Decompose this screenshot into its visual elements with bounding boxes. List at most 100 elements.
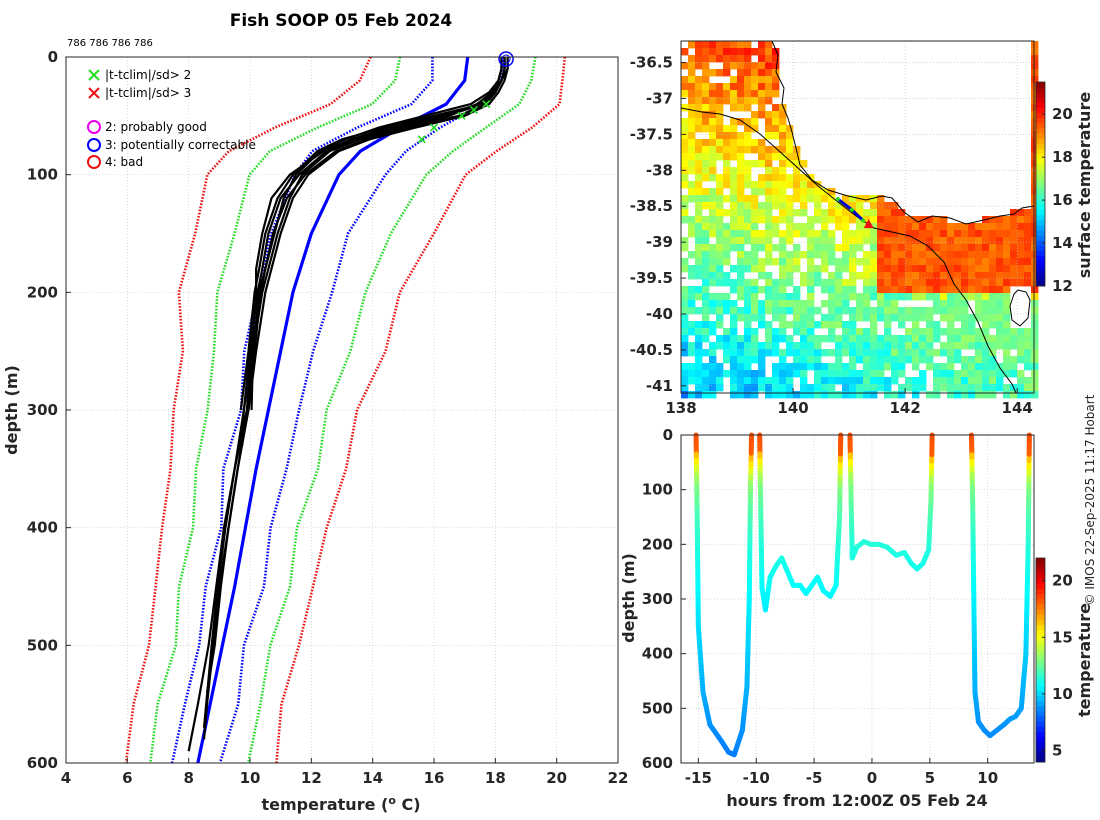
sst-cell — [877, 342, 885, 350]
sst-cell — [1003, 314, 1011, 322]
map-colorbar-band — [1036, 260, 1045, 267]
x-tick-label: 18 — [485, 769, 506, 787]
sst-cell — [744, 195, 752, 203]
x-tick-label: 4 — [61, 769, 71, 787]
sst-cell — [975, 293, 983, 301]
sst-cell — [982, 293, 990, 301]
sst-cell — [814, 342, 822, 350]
sst-cell — [1031, 62, 1039, 70]
sst-cell — [688, 125, 696, 133]
sst-cell — [1010, 223, 1018, 231]
sst-cell — [828, 384, 836, 392]
map-colorbar-band — [1036, 107, 1045, 114]
sst-cell — [814, 356, 822, 364]
dt-colorbar-band — [1036, 598, 1045, 605]
sst-cell — [891, 307, 899, 315]
sst-cell — [765, 391, 773, 399]
sst-cell — [877, 223, 885, 231]
sst-cell — [842, 230, 850, 238]
sst-cell — [835, 300, 843, 308]
sst-cell — [891, 286, 899, 294]
sst-cell — [765, 195, 773, 203]
sst-cell — [905, 356, 913, 364]
sst-cell — [730, 286, 738, 294]
sst-cell — [1024, 258, 1032, 266]
sst-cell — [807, 279, 815, 287]
sst-cell — [772, 153, 780, 161]
sst-cell — [779, 139, 787, 147]
clim-plus-3sd — [275, 56, 567, 764]
sst-cell — [905, 342, 913, 350]
sst-cell — [870, 237, 878, 245]
dt-colorbar-band — [1036, 583, 1045, 590]
sst-cell — [989, 223, 997, 231]
sst-cell — [982, 356, 990, 364]
sst-cell — [856, 272, 864, 280]
sst-cell — [723, 90, 731, 98]
sst-cell — [737, 356, 745, 364]
dt-x-tick-label: -15 — [685, 769, 712, 787]
sst-cell — [856, 209, 864, 217]
sst-cell — [737, 153, 745, 161]
dt-colorbar-band — [1036, 573, 1045, 579]
sst-cell — [849, 370, 857, 378]
sst-cell — [912, 356, 920, 364]
sst-cell — [681, 153, 689, 161]
sst-cell — [772, 328, 780, 336]
sst-cell — [737, 202, 745, 210]
sst-cell — [968, 321, 976, 329]
sst-cell — [954, 307, 962, 315]
sst-cell — [884, 300, 892, 308]
sst-cell — [912, 363, 920, 371]
sst-cell — [751, 237, 759, 245]
sst-cell — [772, 132, 780, 140]
sst-cell — [765, 384, 773, 392]
sst-cell — [954, 272, 962, 280]
sst-cell — [681, 216, 689, 224]
sst-cell — [800, 202, 808, 210]
sst-cell — [709, 55, 717, 63]
sst-cell — [716, 314, 724, 322]
map-x-ticks: 138 140 142 144 — [665, 388, 1033, 417]
sst-cell — [954, 384, 962, 392]
sst-cell — [842, 377, 850, 385]
sst-cell — [765, 167, 773, 175]
dt-colorbar-band — [1036, 558, 1045, 564]
sst-cell — [772, 300, 780, 308]
sst-cell — [807, 356, 815, 364]
sst-cell — [996, 258, 1004, 266]
dt-colorbar-band — [1036, 639, 1045, 646]
sst-cell — [1003, 230, 1011, 238]
sst-cell — [716, 48, 724, 56]
sst-cell — [786, 216, 794, 224]
sst-cell — [723, 279, 731, 287]
sst-cell — [786, 272, 794, 280]
sst-cell — [737, 76, 745, 84]
map-colorbar-band — [1036, 270, 1045, 277]
sst-cell — [954, 251, 962, 259]
sst-cell — [695, 293, 703, 301]
sst-cell — [1031, 314, 1039, 322]
sst-cell — [709, 139, 717, 147]
sst-cell — [744, 139, 752, 147]
sst-cell — [758, 349, 766, 357]
sst-cell — [709, 132, 717, 140]
sst-cell — [856, 307, 864, 315]
sst-cell — [709, 307, 717, 315]
sst-cell — [681, 363, 689, 371]
sst-cell — [863, 216, 871, 224]
sst-cell — [821, 363, 829, 371]
sst-cell — [940, 314, 948, 322]
sst-cell — [968, 279, 976, 287]
sst-cell — [695, 188, 703, 196]
sst-cell — [758, 363, 766, 371]
x-tick-label: 16 — [424, 769, 445, 787]
y-tick-label: 400 — [27, 519, 58, 537]
sst-cell — [730, 349, 738, 357]
sst-cell — [870, 384, 878, 392]
sst-cell — [982, 377, 990, 385]
sst-cell — [681, 258, 689, 266]
flag-mark — [429, 123, 439, 132]
sst-cell — [772, 286, 780, 294]
